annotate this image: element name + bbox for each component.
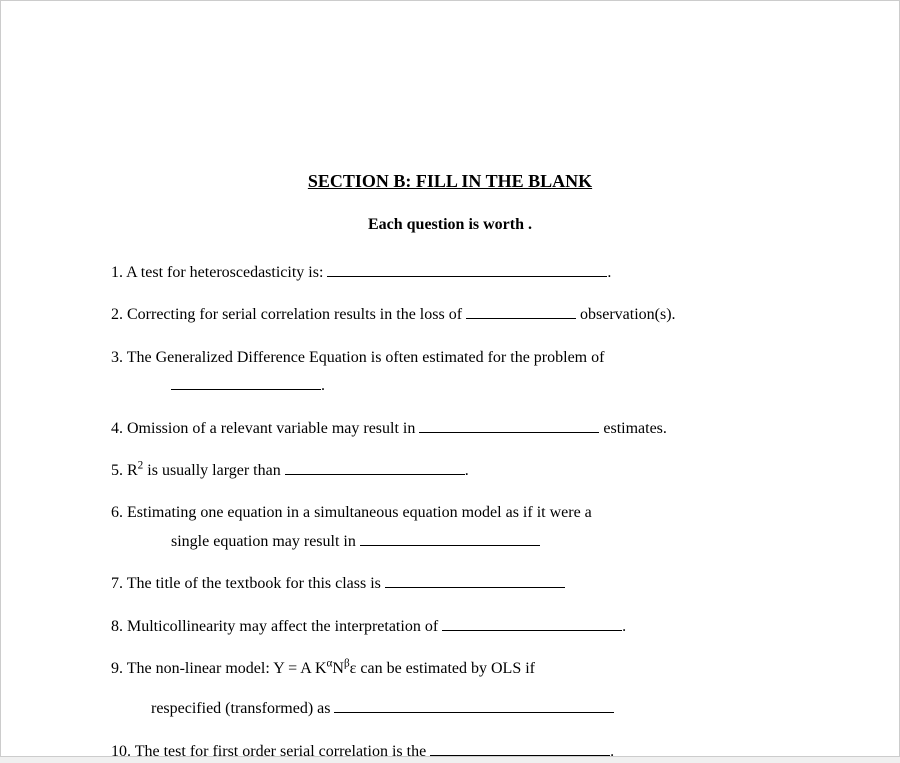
question-end: . xyxy=(622,618,626,635)
question-number: 9. xyxy=(111,660,123,677)
question-2: 2. Correcting for serial correlation res… xyxy=(111,304,789,326)
blank-field[interactable] xyxy=(334,712,614,713)
question-end: . xyxy=(321,377,325,394)
question-8: 8. Multicollinearity may affect the inte… xyxy=(111,616,789,638)
question-1: 1. A test for heteroscedasticity is: . xyxy=(111,262,789,284)
question-text: A test for heteroscedasticity is: xyxy=(126,264,323,281)
question-number: 4. xyxy=(111,420,123,437)
question-text: respecified (transformed) as xyxy=(151,700,330,717)
question-end: . xyxy=(465,462,469,479)
question-number: 5. xyxy=(111,462,123,479)
question-3: 3. The Generalized Difference Equation i… xyxy=(111,347,789,398)
question-number: 1. xyxy=(111,264,123,281)
question-end: . xyxy=(607,264,611,281)
question-text: observation(s). xyxy=(580,306,676,323)
question-text: Correcting for serial correlation result… xyxy=(127,306,462,323)
blank-field[interactable] xyxy=(430,755,610,756)
blank-field[interactable] xyxy=(385,587,565,588)
question-text: single equation may result in xyxy=(171,533,356,550)
question-7: 7. The title of the textbook for this cl… xyxy=(111,573,789,595)
blank-field[interactable] xyxy=(360,545,540,546)
question-text: The Generalized Difference Equation is o… xyxy=(127,349,605,366)
blank-field[interactable] xyxy=(442,630,622,631)
question-number: 10. xyxy=(111,743,131,760)
question-text: estimates. xyxy=(603,420,667,437)
question-number: 2. xyxy=(111,306,123,323)
question-text: Multicollinearity may affect the interpr… xyxy=(127,618,438,635)
question-text: Estimating one equation in a simultaneou… xyxy=(127,504,592,521)
question-5: 5. R2 is usually larger than . xyxy=(111,460,789,482)
page: SECTION B: FILL IN THE BLANK Each questi… xyxy=(0,0,900,757)
question-number: 6. xyxy=(111,504,123,521)
blank-field[interactable] xyxy=(171,389,321,390)
section-subtitle: Each question is worth . xyxy=(111,216,789,234)
question-text: The title of the textbook for this class… xyxy=(127,575,381,592)
question-text: The non-linear model: Y = A K xyxy=(127,660,327,677)
blank-field[interactable] xyxy=(466,318,576,319)
question-text: R xyxy=(127,462,138,479)
question-9: 9. The non-linear model: Y = A KαNβε can… xyxy=(111,658,789,721)
question-10: 10. The test for first order serial corr… xyxy=(111,741,789,763)
question-end: . xyxy=(610,743,614,760)
question-number: 8. xyxy=(111,618,123,635)
question-text: ε can be estimated by OLS if xyxy=(350,660,535,677)
question-number: 3. xyxy=(111,349,123,366)
question-4: 4. Omission of a relevant variable may r… xyxy=(111,418,789,440)
question-number: 7. xyxy=(111,575,123,592)
question-text: Omission of a relevant variable may resu… xyxy=(127,420,415,437)
blank-field[interactable] xyxy=(327,276,607,277)
question-text: is usually larger than xyxy=(143,462,280,479)
question-6: 6. Estimating one equation in a simultan… xyxy=(111,502,789,553)
question-text: N xyxy=(332,660,344,677)
questions-list: 1. A test for heteroscedasticity is: . 2… xyxy=(111,262,789,763)
blank-field[interactable] xyxy=(419,432,599,433)
question-text: The test for first order serial correlat… xyxy=(135,743,426,760)
blank-field[interactable] xyxy=(285,474,465,475)
section-title: SECTION B: FILL IN THE BLANK xyxy=(111,171,789,192)
